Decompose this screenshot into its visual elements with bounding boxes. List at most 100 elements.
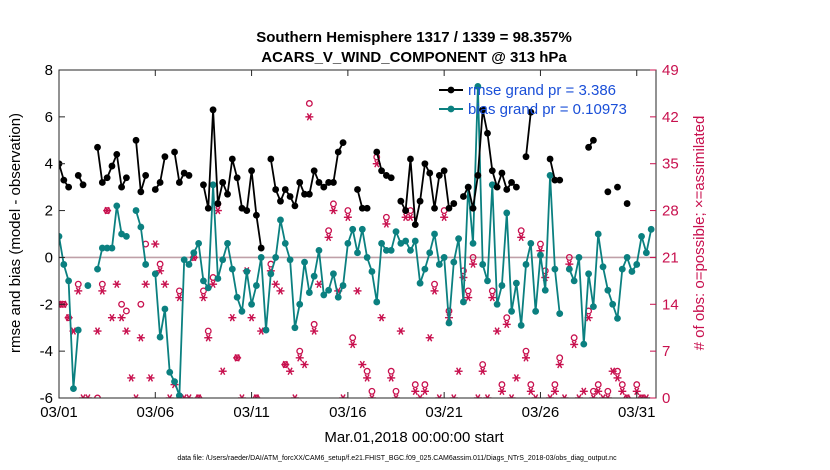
asterisk-stroke	[273, 280, 279, 289]
rmse-point	[123, 174, 130, 182]
bias-point	[224, 239, 231, 247]
obs-assimilated-marker	[98, 287, 107, 295]
asterisk-stroke	[475, 394, 479, 398]
obs-possible-marker	[517, 227, 525, 235]
bias-point	[132, 207, 140, 214]
asterisk-stroke	[393, 394, 397, 398]
rmse-point	[546, 155, 554, 163]
obs-assimilated-marker	[603, 394, 612, 398]
obs-possible-marker	[137, 300, 145, 308]
bias-point	[267, 270, 275, 278]
asterisk-stroke	[80, 394, 84, 398]
obs-assimilated-marker	[209, 280, 218, 289]
bias-point	[291, 324, 299, 332]
asterisk-stroke	[438, 394, 442, 398]
bias-point	[257, 254, 265, 261]
asterisk-stroke	[486, 394, 491, 398]
obs-possible-marker	[604, 387, 612, 395]
obs-assimilated-marker	[517, 233, 526, 242]
obs-assimilated-marker	[204, 333, 213, 342]
obs-possible-marker	[479, 361, 487, 368]
asterisk-stroke	[330, 206, 337, 215]
y-right-tick-label: 42	[662, 109, 679, 126]
asterisk-stroke	[364, 374, 370, 382]
rmse-point	[604, 188, 612, 196]
asterisk-stroke	[215, 206, 221, 215]
obs-assimilated-marker	[618, 387, 627, 396]
asterisk-stroke	[94, 327, 101, 335]
bias-point	[421, 265, 429, 273]
rmse-point	[460, 193, 467, 200]
rmse-point	[74, 172, 82, 179]
rmse-point	[474, 172, 482, 179]
bias-point	[479, 261, 487, 268]
rmse-point	[94, 143, 101, 151]
bias-point	[517, 321, 525, 329]
obs-possible-marker	[310, 320, 318, 328]
bias-point	[570, 277, 578, 285]
asterisk-stroke	[167, 394, 171, 398]
asterisk-stroke	[345, 213, 351, 222]
obs-assimilated-marker	[493, 327, 502, 335]
bias-point	[277, 216, 284, 224]
asterisk-stroke	[306, 113, 312, 121]
bias-point	[484, 277, 491, 285]
asterisk-stroke	[523, 354, 529, 362]
asterisk-stroke	[183, 394, 187, 398]
obs-possible-marker	[469, 253, 477, 261]
obs-assimilated-marker	[218, 367, 227, 376]
asterisk-stroke	[407, 213, 414, 222]
rmse-point	[113, 150, 121, 158]
asterisk-stroke	[147, 374, 154, 382]
asterisk-stroke	[239, 394, 243, 398]
obs-assimilated-marker	[324, 233, 333, 242]
rmse-point	[421, 160, 429, 168]
x-tick-label: 03/31	[618, 404, 656, 421]
obs-possible-marker	[382, 213, 390, 221]
asterisk-stroke	[592, 394, 597, 398]
rmse-point	[503, 186, 511, 193]
bias-point	[156, 333, 164, 341]
bias-point	[123, 232, 130, 240]
rmse-point	[479, 106, 487, 114]
bias-point	[339, 282, 347, 289]
asterisk-stroke	[590, 394, 595, 398]
y-right-tick-label: 28	[662, 203, 679, 220]
obs-assimilated-marker	[550, 387, 559, 396]
rmse-point	[137, 188, 145, 196]
obs-assimilated-marker	[420, 387, 429, 396]
asterisk-stroke	[301, 360, 308, 369]
bias-point	[392, 228, 400, 236]
obs-assimilated-marker	[165, 394, 174, 398]
rmse-point	[590, 136, 597, 144]
rmse-point	[378, 167, 385, 175]
obs-possible-marker	[281, 361, 289, 368]
y-tick-label: -2	[40, 296, 53, 313]
y-axis-label: rmse and bias (model - observation)	[7, 113, 24, 353]
rmse-point	[209, 106, 217, 114]
obs-assimilated-marker	[570, 340, 579, 349]
bias-point	[460, 298, 467, 306]
asterisk-stroke	[99, 287, 105, 295]
x-tick-label: 03/06	[137, 404, 175, 421]
x-tick-label: 03/11	[233, 404, 269, 421]
obs-assimilated-marker	[642, 394, 651, 398]
rmse-point	[224, 190, 231, 198]
obs-assimilated-marker	[136, 333, 145, 342]
obs-assimilated-marker	[555, 360, 564, 369]
obs-assimilated-marker	[488, 293, 497, 302]
asterisk-stroke	[135, 394, 139, 398]
obs-possible-marker	[594, 381, 602, 389]
rmse-point	[315, 179, 323, 186]
obs-assimilated-marker	[574, 394, 583, 398]
asterisk-stroke	[316, 280, 322, 289]
obs-assimilated-marker	[377, 313, 386, 322]
x-tick-label: 03/26	[522, 404, 560, 421]
asterisk-stroke	[602, 394, 606, 398]
obs-possible-marker	[556, 354, 564, 362]
obs-assimilated-marker	[247, 313, 256, 322]
bias-point	[344, 239, 352, 247]
obs-assimilated-marker	[599, 394, 608, 398]
asterisk-stroke	[143, 280, 149, 289]
rmse-point	[281, 186, 289, 193]
